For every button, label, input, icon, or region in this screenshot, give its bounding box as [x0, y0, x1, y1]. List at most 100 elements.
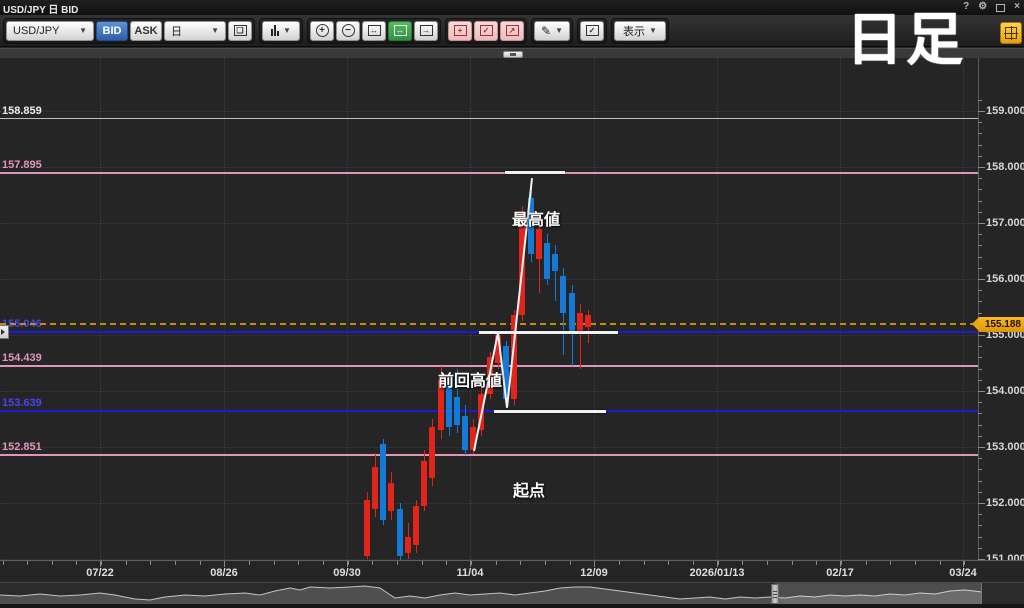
time-axis-label: 11/04	[456, 567, 484, 579]
candle-body	[405, 536, 411, 554]
candlestick-chart[interactable]: 159.000 158.000 157.000 156.000 155.000 154.0…	[0, 58, 1024, 560]
period-select-value: 日	[171, 25, 182, 38]
price-axis-label: 158.000	[986, 161, 1024, 173]
restore-window-icon[interactable]	[996, 4, 1006, 12]
close-icon[interactable]: ×	[1014, 1, 1020, 12]
time-axis-tick	[692, 561, 694, 565]
time-axis-tick	[791, 561, 793, 565]
price-axis-tick	[978, 223, 985, 224]
price-level-line[interactable]	[0, 171, 978, 174]
time-axis-tick	[766, 561, 768, 565]
chart-annotation[interactable]: 最高値	[511, 212, 561, 229]
collapse-panel-handle[interactable]	[503, 51, 523, 58]
price-axis-tick	[978, 234, 982, 236]
crosshair-snap-button[interactable]	[1000, 22, 1022, 44]
help-icon[interactable]: ?	[963, 1, 970, 12]
left-edge-marker[interactable]	[0, 325, 9, 340]
vertical-gridline	[347, 58, 348, 560]
edit-order-button[interactable]: ✓	[474, 20, 498, 41]
price-axis-tick	[978, 178, 982, 180]
horizontal-gridline	[0, 279, 978, 280]
time-axis-tick	[914, 561, 916, 565]
candle-body	[536, 228, 542, 260]
compare-charts-icon[interactable]: ❏	[228, 20, 252, 41]
time-axis-tick	[249, 561, 251, 565]
expand-horizontal-button[interactable]: ↔	[362, 20, 386, 41]
trendline-drawing[interactable]	[0, 58, 978, 560]
drawn-horizontal-segment[interactable]	[479, 330, 618, 334]
candle-body	[397, 508, 403, 557]
price-level-line[interactable]	[0, 454, 978, 457]
price-axis-tick	[978, 245, 982, 247]
price-level-line[interactable]	[0, 118, 978, 120]
window-controls: ? ⚙ ×	[963, 1, 1020, 13]
settings-gear-icon[interactable]: ⚙	[978, 1, 988, 12]
fit-width-button[interactable]: ↔	[388, 20, 412, 41]
candle-body	[462, 416, 468, 450]
new-order-button[interactable]: +	[448, 20, 472, 41]
chart-settings-button[interactable]: ✓	[580, 20, 604, 41]
price-axis-tick	[978, 256, 982, 258]
new-order-icon: +	[453, 25, 467, 36]
vertical-gridline	[100, 58, 101, 560]
chart-type-bars-button[interactable]: ▼	[262, 20, 300, 41]
candle-body	[446, 385, 452, 428]
time-axis-tick	[51, 561, 53, 565]
ask-button[interactable]: ASK	[130, 20, 162, 41]
time-axis-major-tick	[594, 561, 595, 567]
time-axis[interactable]: 07/22 08/26 09/30 11/04 12/09 2026/01/13 02/17…	[0, 560, 1024, 582]
zoom-out-button[interactable]: −	[336, 20, 360, 41]
candle-body	[569, 293, 575, 333]
time-axis-tick	[890, 561, 892, 565]
drawn-horizontal-segment[interactable]	[494, 409, 606, 413]
vertical-gridline	[224, 58, 225, 560]
period-select[interactable]: 日 ▼	[164, 20, 226, 41]
price-axis-tick	[978, 503, 985, 504]
time-axis-tick	[150, 561, 152, 565]
display-menu-button[interactable]: 表示 ▼	[614, 20, 666, 41]
price-axis-separator	[978, 58, 979, 560]
candle-body	[388, 483, 394, 512]
price-level-line[interactable]	[0, 410, 978, 413]
bid-button[interactable]: BID	[96, 20, 128, 41]
price-axis-label: 153.000	[986, 441, 1024, 453]
horizontal-gridline	[0, 503, 978, 504]
time-axis-major-tick	[224, 561, 225, 567]
chart-navigator-scrollbar[interactable]	[0, 582, 1024, 604]
time-axis-tick	[397, 561, 399, 565]
scroll-to-latest-button[interactable]: →	[414, 20, 438, 41]
time-axis-tick	[545, 561, 547, 565]
fit-width-icon: ↔	[393, 25, 407, 36]
draw-pencil-button[interactable]: ✎ ▼	[534, 20, 570, 41]
price-level-label: 153.639	[2, 397, 42, 410]
horizontal-gridline	[0, 111, 978, 112]
time-axis-label: 03/24	[949, 567, 977, 579]
chart-annotation[interactable]: 起点	[512, 483, 546, 500]
edit-order-icon: ✓	[479, 25, 493, 36]
price-axis-tick	[978, 122, 982, 124]
zoom-in-button[interactable]: +	[310, 20, 334, 41]
price-axis-tick	[978, 514, 982, 516]
close-order-icon: ↗	[505, 25, 519, 36]
price-level-label: 154.439	[2, 352, 42, 365]
price-axis-label: 159.000	[986, 105, 1024, 117]
navigator-window[interactable]	[775, 583, 982, 604]
symbol-select[interactable]: USD/JPY ▼	[6, 20, 94, 41]
title-bar[interactable]: USD/JPY 日 BID ? ⚙ ×	[0, 0, 1024, 16]
price-axis-tick	[978, 312, 982, 314]
candle-body	[454, 396, 460, 425]
candle-wick	[579, 304, 581, 369]
price-axis-label: 151.000	[986, 553, 1024, 560]
price-axis-label: 157.000	[986, 217, 1024, 229]
time-axis-major-tick	[717, 561, 718, 567]
chart-annotation[interactable]: 前回高値	[437, 373, 503, 390]
close-order-button[interactable]: ↗	[500, 20, 524, 41]
chart-type-bars-icon	[271, 25, 280, 36]
time-axis-tick	[125, 561, 127, 565]
expand-horizontal-icon: ↔	[367, 25, 381, 36]
drawn-horizontal-segment[interactable]	[505, 171, 565, 175]
navigator-handle[interactable]	[771, 584, 779, 604]
price-axis-tick	[978, 368, 982, 370]
chart-type-group: ▼	[259, 17, 303, 44]
price-axis-tick	[978, 413, 982, 415]
